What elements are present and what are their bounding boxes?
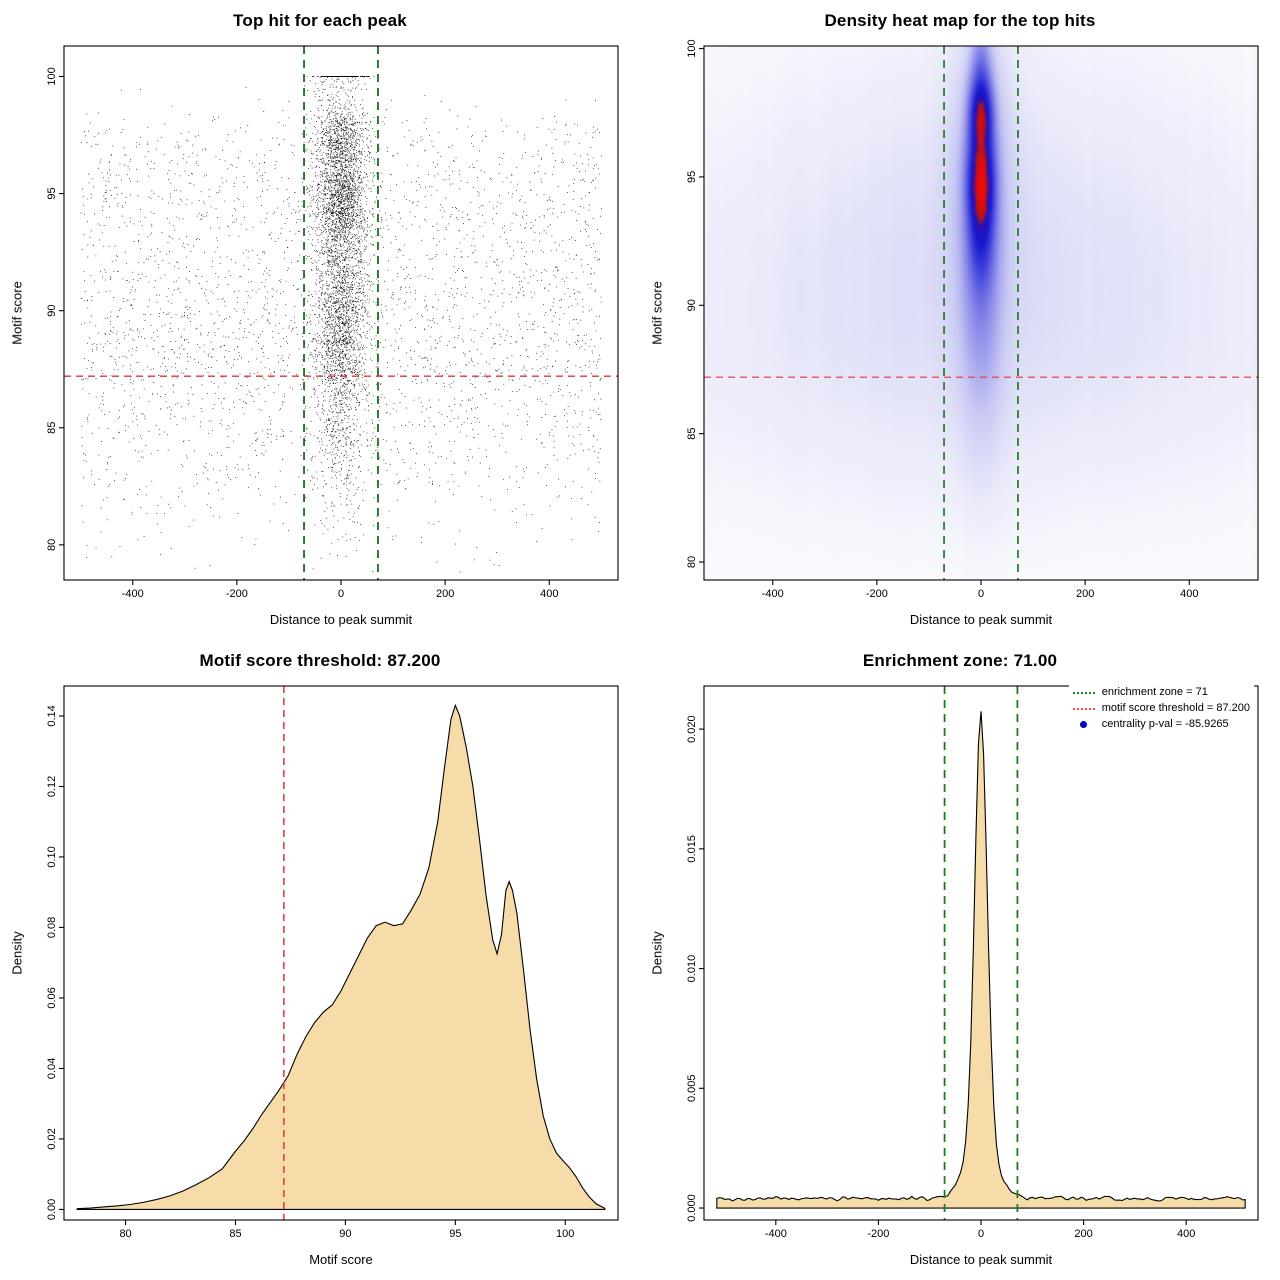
legend-item-motif-threshold: motif score threshold = 87.200 [1072,702,1250,715]
chart-title: Density heat map for the top hits [824,11,1096,30]
legend-label: enrichment zone = 71 [1101,686,1208,698]
legend-label: motif score threshold = 87.200 [1101,702,1250,714]
panel-density-heatmap: Density heat map for the top hits Distan… [640,0,1280,640]
x-axis-label: Distance to peak summit [909,612,1053,627]
chart-title: Motif score threshold: 87.200 [199,651,441,670]
x-axis-label: Distance to peak summit [909,1252,1053,1267]
chart-title: Enrichment zone: 71.00 [862,651,1058,670]
x-axis-label: Motif score [309,1252,373,1267]
legend-item-centrality-pval: centrality p-val = -85.9265 [1073,718,1250,731]
panel-top-hit-scatter: Top hit for each peak Distance to peak s… [0,0,640,640]
x-axis-label: Distance to peak summit [269,612,413,627]
y-axis-label: Density [9,931,25,975]
green-dotted-line-icon [1072,691,1095,694]
panel-motif-score-density: Motif score threshold: 87.200 Motif scor… [0,640,640,1280]
y-axis-label: Motif score [649,281,665,345]
red-dotted-line-icon [1072,707,1095,710]
chart-title: Top hit for each peak [233,11,407,30]
legend-label: centrality p-val = -85.9265 [1101,718,1229,730]
y-axis-label: Density [649,931,665,975]
enrichment-zone-density-canvas [640,640,1280,1280]
legend: enrichment zone = 71 motif score thresho… [1068,684,1254,733]
top-hit-scatter-canvas [0,0,640,640]
y-axis-label: Motif score [9,281,25,345]
density-heatmap-canvas [640,0,1280,640]
motif-score-density-canvas [0,640,640,1280]
legend-item-enrichment-zone: enrichment zone = 71 [1072,686,1250,699]
blue-point-icon [1080,721,1088,728]
panel-enrichment-zone-density: Enrichment zone: 71.00 Distance to peak … [640,640,1280,1280]
